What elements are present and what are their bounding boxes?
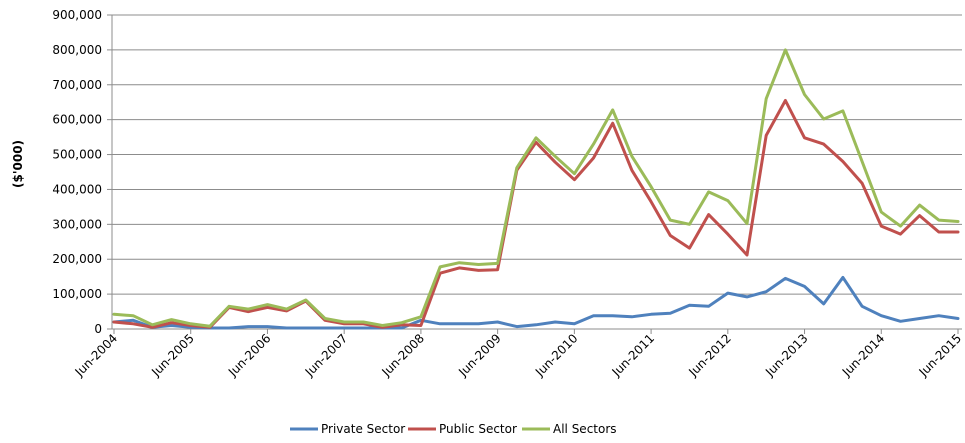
axes xyxy=(107,14,962,334)
y-tick-label: 900,000 xyxy=(52,8,102,22)
y-tick-label: 400,000 xyxy=(52,182,102,196)
x-tick-label: Jun-2004 xyxy=(72,331,121,380)
x-tick-label: Jun-2010 xyxy=(532,331,581,380)
x-tick-label: Jun-2015 xyxy=(916,331,965,380)
series-line-all-sectors xyxy=(112,48,960,328)
y-tick-label: 300,000 xyxy=(52,217,102,231)
y-tick-label: 700,000 xyxy=(52,78,102,92)
x-tick-labels: Jun-2004 Jun-2005 Jun-2006 Jun-2007 Jun-2008… xyxy=(72,331,965,380)
legend-label: Private Sector xyxy=(321,422,405,436)
x-tick-label: Jun-2013 xyxy=(762,331,811,380)
y-tick-labels: 0 100,000 200,000 300,000 400,000 500,000 600,… xyxy=(52,8,102,336)
series-line-private-sector xyxy=(112,275,960,330)
legend: Private Sector Public Sector All Sectors xyxy=(290,422,617,436)
legend-label: All Sectors xyxy=(553,422,617,436)
legend-label: Public Sector xyxy=(439,422,517,436)
y-tick-label: 100,000 xyxy=(52,287,102,301)
y-axis-label: ($'000) xyxy=(11,140,25,188)
y-tick-label: 800,000 xyxy=(52,43,102,57)
legend-item-public-sector: Public Sector xyxy=(408,422,517,436)
legend-item-private-sector: Private Sector xyxy=(290,422,405,436)
gridlines xyxy=(112,14,962,295)
x-tick-label: Jun-2007 xyxy=(302,331,351,380)
x-tick-label: Jun-2011 xyxy=(609,331,658,380)
x-tick-label: Jun-2008 xyxy=(379,331,428,380)
x-tick-label: Jun-2014 xyxy=(839,331,888,380)
y-tick-label: 200,000 xyxy=(52,252,102,266)
legend-item-all-sectors: All Sectors xyxy=(522,422,617,436)
y-tick-label: 500,000 xyxy=(52,148,102,162)
x-tick-label: Jun-2005 xyxy=(148,331,197,380)
series-line-public-sector xyxy=(112,99,960,329)
x-tick-label: Jun-2006 xyxy=(225,331,274,380)
x-tick-label: Jun-2009 xyxy=(455,331,504,380)
series-lines xyxy=(112,48,960,330)
x-tick-label: Jun-2012 xyxy=(685,331,734,380)
y-tick-label: 600,000 xyxy=(52,113,102,127)
y-tick-label: 0 xyxy=(94,322,102,336)
